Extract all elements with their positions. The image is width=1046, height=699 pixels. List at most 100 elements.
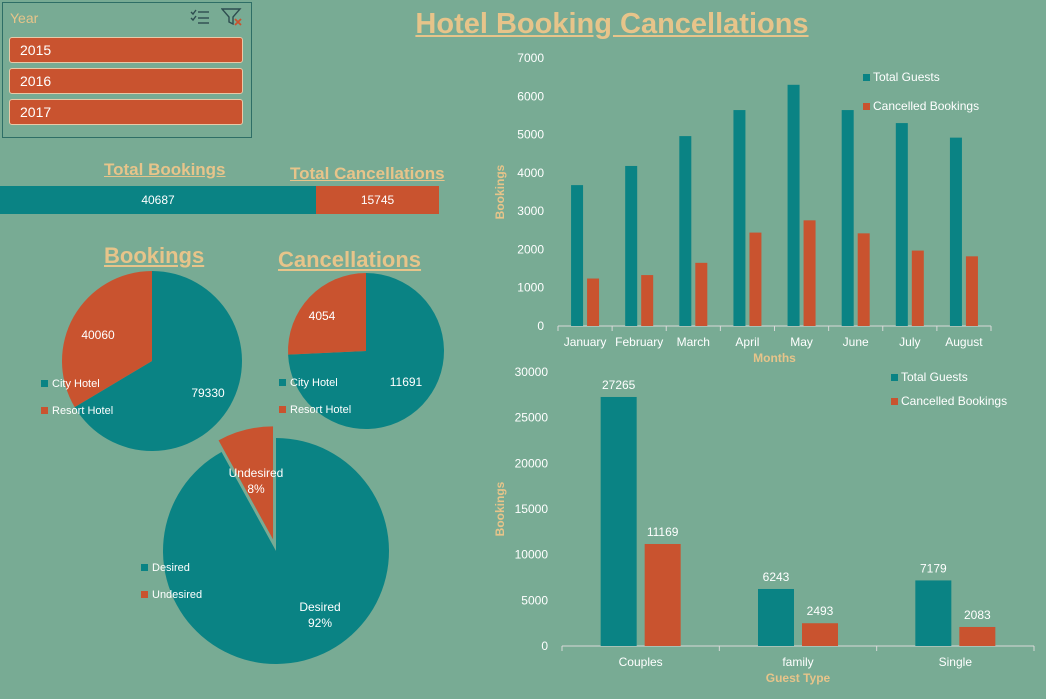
y-tick-label: 10000 — [515, 548, 549, 562]
bar — [915, 580, 952, 646]
pie-legend-swatch — [141, 564, 148, 571]
x-tick-label: August — [945, 335, 983, 349]
pie-slice — [61, 271, 152, 408]
bar — [571, 185, 584, 326]
bar — [911, 250, 924, 326]
x-tick-label: March — [677, 335, 710, 349]
bar — [857, 233, 870, 326]
bar — [644, 543, 681, 646]
x-tick-label: family — [782, 655, 813, 669]
pie-legend-swatch — [279, 406, 286, 413]
legend-swatch — [863, 103, 870, 110]
pie-data-label: 40060 — [81, 328, 115, 342]
pie-slice — [287, 273, 366, 355]
pie-legend-swatch — [41, 380, 48, 387]
guest-type-bar-chart: 0 5000 10000 15000 20000 25000 30000 27265 11169… — [493, 365, 1035, 685]
legend-label: Total Guests — [873, 70, 940, 84]
total-bookings-label: Total Bookings — [104, 160, 226, 179]
y-tick-label: 3000 — [517, 204, 544, 218]
total-bookings-bar: 40687 — [0, 186, 316, 214]
cancellations-pie-title: Cancellations — [278, 247, 422, 272]
bar — [949, 137, 962, 326]
bar-data-label: 7179 — [920, 561, 947, 575]
pie-legend-label: Undesired — [152, 589, 202, 601]
legend-label: Cancelled Bookings — [873, 99, 979, 113]
monthly-bar-chart: 0 1000 2000 3000 4000 5000 6000 7000 January Febr… — [493, 51, 992, 365]
slicer-item-2016[interactable]: 2016 — [9, 68, 243, 94]
pie-legend-label: Resort Hotel — [52, 405, 113, 417]
bar-data-label: 2083 — [964, 608, 991, 622]
y-tick-label: 5000 — [517, 128, 544, 142]
total-cancellations-label: Total Cancellations — [290, 164, 445, 183]
pie-slice — [218, 426, 274, 540]
pie-data-label: Desired — [299, 600, 340, 614]
x-tick-label: Single — [939, 655, 973, 669]
y-tick-label: 25000 — [515, 411, 549, 425]
x-tick-label: April — [735, 335, 759, 349]
pie-data-label: 79330 — [191, 386, 225, 400]
slicer-item-2017[interactable]: 2017 — [9, 99, 243, 125]
pie-charts: 79330 40060 City Hotel Resort Hotel 11691 405… — [41, 271, 444, 664]
y-tick-label: 1000 — [517, 281, 544, 295]
bar — [641, 275, 654, 326]
bar — [787, 84, 800, 326]
pie-legend-label: Desired — [152, 562, 190, 574]
bar — [803, 220, 816, 326]
bar — [959, 626, 996, 646]
y-tick-label: 2000 — [517, 242, 544, 256]
dashboard-title: Hotel Booking Cancellations — [415, 8, 809, 40]
pie-slice — [288, 273, 444, 429]
bar — [802, 623, 838, 646]
bar — [600, 396, 637, 646]
legend-swatch — [891, 374, 898, 381]
pie-data-label: 11691 — [390, 375, 423, 389]
y-tick-label: 20000 — [515, 456, 549, 470]
pie-slice — [74, 271, 242, 451]
clear-filter-icon[interactable] — [220, 7, 243, 32]
slicer-item-2015[interactable]: 2015 — [9, 37, 243, 63]
x-tick-label: February — [615, 335, 663, 349]
bar — [587, 278, 600, 326]
bar-data-label: 6243 — [763, 570, 790, 584]
bar — [965, 256, 978, 326]
pie-legend-swatch — [41, 407, 48, 414]
legend-swatch — [863, 74, 870, 81]
pie-legend-swatch — [141, 591, 148, 598]
y-tick-label: 4000 — [517, 166, 544, 180]
bar-data-label: 11169 — [647, 525, 679, 539]
total-cancellations-bar: 15745 — [316, 186, 439, 214]
bar — [749, 232, 762, 326]
slicer-header: Year — [3, 3, 251, 31]
bar — [895, 123, 908, 326]
x-axis-title: Guest Type — [766, 671, 831, 685]
bar — [679, 136, 692, 326]
pie-legend-swatch — [279, 379, 286, 386]
bar — [695, 262, 708, 326]
bar-data-label: 2493 — [807, 604, 834, 618]
bar — [625, 165, 638, 326]
multi-select-icon[interactable] — [189, 8, 211, 31]
pie-legend-label: City Hotel — [290, 377, 338, 389]
y-tick-label: 5000 — [521, 593, 548, 607]
pie-data-label: 4054 — [309, 309, 336, 323]
pie-legend-label: Resort Hotel — [290, 404, 351, 416]
y-tick-label: 30000 — [515, 365, 549, 379]
bar — [841, 110, 854, 326]
year-slicer: Year 2015 2016 2017 — [2, 2, 252, 138]
bar-data-label: 27265 — [602, 378, 636, 392]
legend-swatch — [891, 398, 898, 405]
legend-label: Cancelled Bookings — [901, 394, 1007, 408]
y-tick-label: 15000 — [515, 502, 549, 516]
y-tick-label: 0 — [541, 639, 548, 653]
y-tick-label: 6000 — [517, 89, 544, 103]
slicer-label: Year — [10, 10, 39, 26]
bar — [758, 588, 794, 646]
x-tick-label: Couples — [619, 655, 663, 669]
pie-legend-label: City Hotel — [52, 378, 100, 390]
y-tick-label: 7000 — [517, 51, 544, 65]
x-tick-label: January — [564, 335, 607, 349]
legend-label: Total Guests — [901, 370, 968, 384]
x-axis-title: Months — [753, 351, 796, 365]
pie-slice — [162, 438, 389, 664]
x-tick-label: May — [790, 335, 813, 349]
